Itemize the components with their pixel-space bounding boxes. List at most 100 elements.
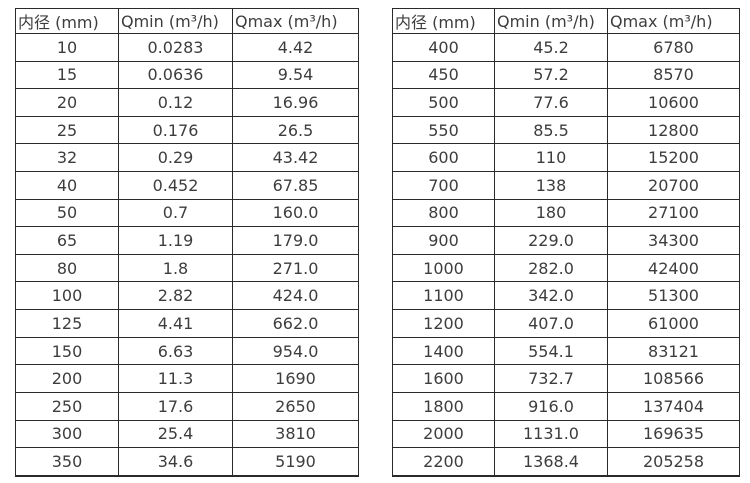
table-cell: 20700	[607, 171, 740, 200]
table-cell: 2650	[232, 391, 359, 421]
table-cell: 2000	[392, 419, 495, 449]
table-cell: 732.7	[494, 364, 608, 393]
table-cell: 100	[15, 281, 119, 311]
table-cell: 407.0	[494, 309, 608, 338]
table-cell: 15200	[607, 143, 740, 173]
table-cell: 169635	[607, 419, 740, 449]
table-cell: 550	[392, 115, 495, 145]
table-cell: 0.0636	[118, 60, 233, 90]
table-row: 550 85.5 12800	[392, 115, 740, 145]
table-cell: 6.63	[118, 336, 233, 366]
table-cell: 342.0	[494, 281, 608, 311]
table-cell: 12800	[607, 115, 740, 145]
table-row: 125 4.41 662.0	[15, 309, 359, 338]
table-row: 900 229.0 34300	[392, 226, 740, 255]
column-header: 内径 (mm)	[392, 8, 495, 34]
table-cell: 138	[494, 171, 608, 200]
table-row: 20 0.12 16.96	[15, 88, 359, 117]
table-cell: 160.0	[232, 198, 359, 228]
table-cell: 1131.0	[494, 419, 608, 449]
table-cell: 80	[15, 253, 119, 283]
table-cell: 9.54	[232, 60, 359, 90]
table-cell: 1.8	[118, 253, 233, 283]
table-row: 40 0.452 67.85	[15, 171, 359, 200]
table-cell: 50	[15, 198, 119, 228]
table-row: 2200 1368.4 205258	[392, 447, 740, 477]
table-cell: 8570	[607, 60, 740, 90]
table-row: 1100 342.0 51300	[392, 281, 740, 311]
table-cell: 0.176	[118, 115, 233, 145]
table-row: 1400 554.1 83121	[392, 336, 740, 366]
table-cell: 271.0	[232, 253, 359, 283]
column-header: Qmax (m³/h)	[607, 8, 740, 34]
table-cell: 450	[392, 60, 495, 90]
table-row: 700 138 20700	[392, 171, 740, 200]
table-row: 65 1.19 179.0	[15, 226, 359, 255]
table-cell: 400	[392, 33, 495, 62]
flow-rate-tables: 内径 (mm) Qmin (m³/h) Qmax (m³/h) 10 0.0283 4.4…	[15, 8, 740, 477]
table-cell: 25.4	[118, 419, 233, 449]
table-cell: 43.42	[232, 143, 359, 173]
table-cell: 65	[15, 226, 119, 255]
table-cell: 4.42	[232, 33, 359, 62]
table-row: 300 25.4 3810	[15, 419, 359, 449]
table-cell: 1800	[392, 391, 495, 421]
table-cell: 954.0	[232, 336, 359, 366]
table-row: 100 2.82 424.0	[15, 281, 359, 311]
table-cell: 350	[15, 447, 119, 477]
table-cell: 300	[15, 419, 119, 449]
table-cell: 554.1	[494, 336, 608, 366]
table-cell: 1100	[392, 281, 495, 311]
table-cell: 137404	[607, 391, 740, 421]
table-cell: 57.2	[494, 60, 608, 90]
table-cell: 6780	[607, 33, 740, 62]
table-cell: 662.0	[232, 309, 359, 338]
table-cell: 20	[15, 88, 119, 117]
table-cell: 108566	[607, 364, 740, 393]
table-cell: 250	[15, 391, 119, 421]
table-cell: 500	[392, 88, 495, 117]
table-cell: 17.6	[118, 391, 233, 421]
table-cell: 42400	[607, 253, 740, 283]
table-cell: 61000	[607, 309, 740, 338]
table-cell: 229.0	[494, 226, 608, 255]
flow-table-left: 内径 (mm) Qmin (m³/h) Qmax (m³/h) 10 0.0283 4.4…	[15, 8, 359, 477]
table-cell: 34.6	[118, 447, 233, 477]
table-cell: 45.2	[494, 33, 608, 62]
column-header: Qmin (m³/h)	[118, 8, 233, 34]
table-cell: 1368.4	[494, 447, 608, 477]
table-cell: 85.5	[494, 115, 608, 145]
table-row: 1800 916.0 137404	[392, 391, 740, 421]
table-cell: 83121	[607, 336, 740, 366]
table-cell: 900	[392, 226, 495, 255]
table-cell: 205258	[607, 447, 740, 477]
table-row: 400 45.2 6780	[392, 33, 740, 62]
table-cell: 26.5	[232, 115, 359, 145]
table-row: 450 57.2 8570	[392, 60, 740, 90]
table-cell: 800	[392, 198, 495, 228]
table-cell: 40	[15, 171, 119, 200]
table-cell: 51300	[607, 281, 740, 311]
table-cell: 150	[15, 336, 119, 366]
table-cell: 0.7	[118, 198, 233, 228]
table-cell: 77.6	[494, 88, 608, 117]
table-cell: 1.19	[118, 226, 233, 255]
table-cell: 0.12	[118, 88, 233, 117]
table-cell: 200	[15, 364, 119, 393]
table-cell: 700	[392, 171, 495, 200]
table-row: 15 0.0636 9.54	[15, 60, 359, 90]
table-cell: 1690	[232, 364, 359, 393]
table-cell: 10	[15, 33, 119, 62]
table-cell: 34300	[607, 226, 740, 255]
table-cell: 25	[15, 115, 119, 145]
table-row: 50 0.7 160.0	[15, 198, 359, 228]
table-row: 500 77.6 10600	[392, 88, 740, 117]
table-cell: 424.0	[232, 281, 359, 311]
table-cell: 110	[494, 143, 608, 173]
table-cell: 4.41	[118, 309, 233, 338]
table-cell: 2.82	[118, 281, 233, 311]
column-header: 内径 (mm)	[15, 8, 119, 34]
table-cell: 1200	[392, 309, 495, 338]
table-cell: 282.0	[494, 253, 608, 283]
table-cell: 1000	[392, 253, 495, 283]
